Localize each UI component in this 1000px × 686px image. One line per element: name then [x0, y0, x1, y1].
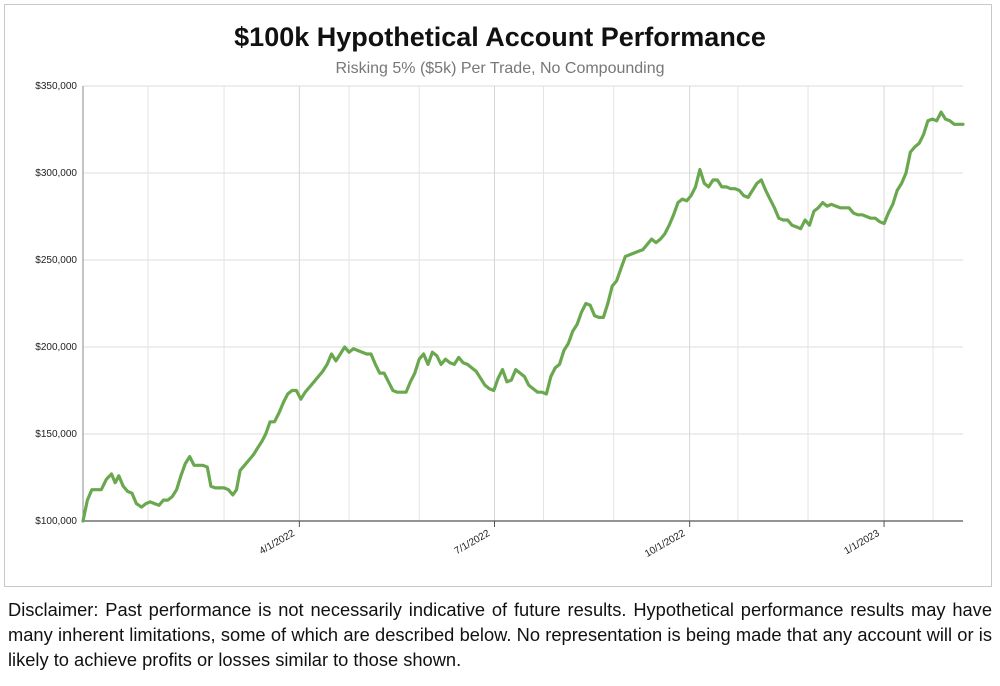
- y-tick-label: $300,000: [35, 168, 77, 179]
- y-tick-label: $250,000: [35, 255, 77, 266]
- line-chart: $100,000 $150,000 $200,000 $250,000 $300,000…: [35, 81, 965, 560]
- y-tick-label: $350,000: [35, 81, 77, 92]
- chart-title: $100k Hypothetical Account Performance: [234, 22, 766, 52]
- y-tick-label: $100,000: [35, 516, 77, 527]
- x-tick-label: 7/1/2022: [453, 528, 493, 557]
- x-tick-label: 10/1/2022: [643, 528, 687, 560]
- chart-frame: [4, 4, 992, 587]
- y-tick-label: $150,000: [35, 429, 77, 440]
- x-tick-label: 4/1/2022: [258, 528, 298, 557]
- x-tick-label: 1/1/2023: [842, 528, 882, 557]
- disclaimer-text: Disclaimer: Past performance is not nece…: [8, 599, 992, 670]
- series-line: [81, 110, 965, 523]
- chart-subtitle: Risking 5% ($5k) Per Trade, No Compoundi…: [335, 60, 665, 77]
- y-tick-label: $200,000: [35, 342, 77, 353]
